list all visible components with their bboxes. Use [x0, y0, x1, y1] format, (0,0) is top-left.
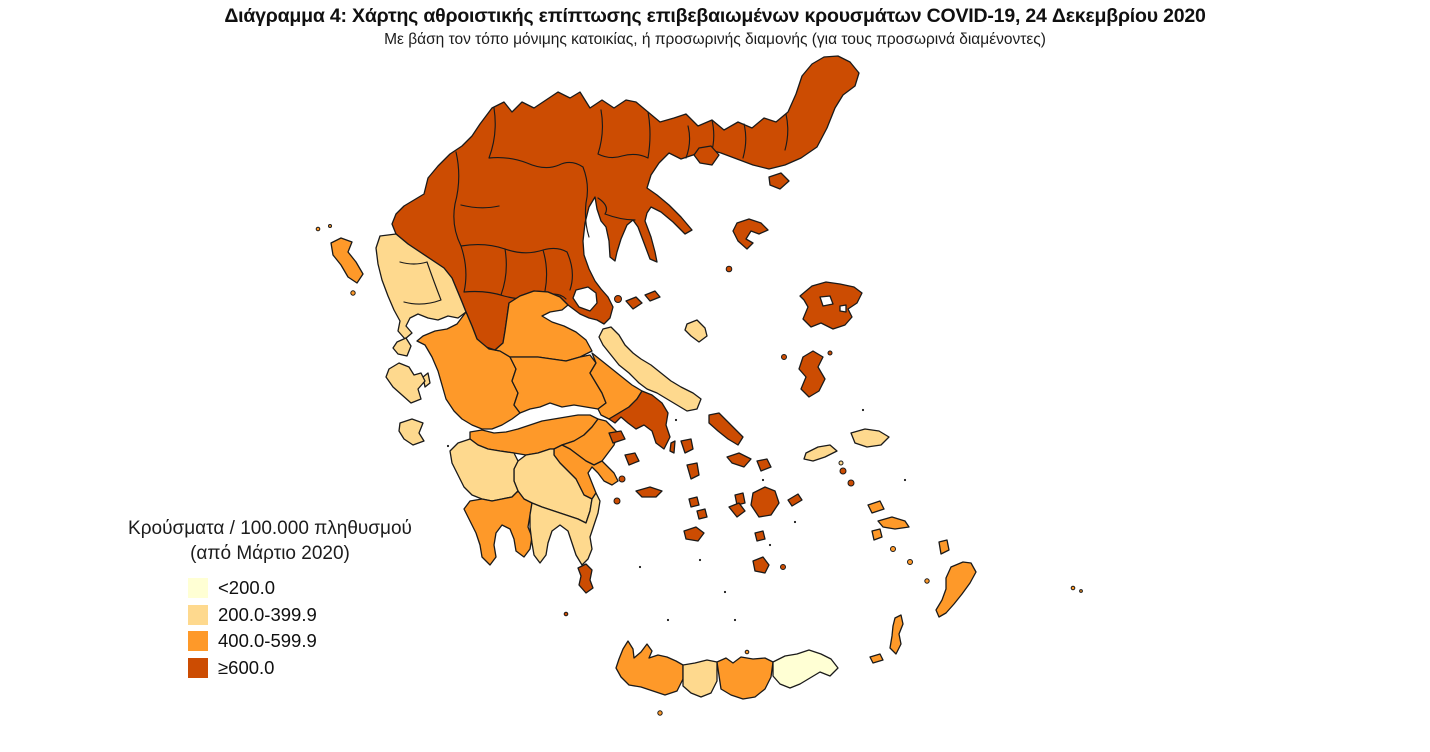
legend-item: 200.0-399.9 — [188, 602, 317, 629]
legend-label-class2: 200.0-399.9 — [218, 603, 317, 625]
region-lesbos — [799, 281, 863, 330]
region-tilos — [907, 559, 913, 565]
legend-title: Κρούσματα / 100.000 πληθυσμού (από Μάρτι… — [85, 517, 455, 566]
legend-title-line1: Κρούσματα / 100.000 πληθυσμού — [128, 518, 412, 539]
region-skiathos — [614, 295, 622, 303]
region-naxos — [750, 486, 780, 518]
region-crete-rethymno — [682, 659, 718, 698]
region-lefkada — [392, 337, 412, 357]
region-karpathos — [889, 614, 904, 655]
region-anafi — [780, 564, 786, 570]
figure-subtitle: Με βάση τον τόπο μόνιμης κατοικίας, ή πρ… — [384, 31, 1046, 48]
region-corfu — [330, 237, 364, 284]
region-kefalonia — [385, 362, 426, 404]
region-skopelos — [625, 296, 643, 310]
region-crete-heraklion — [716, 656, 774, 700]
region-crete-lasithi — [772, 649, 839, 689]
region-spetses — [613, 497, 621, 505]
region-mykonos — [756, 458, 772, 472]
figure-title: Διάγραμμα 4: Χάρτης αθροιστικής επίπτωση… — [224, 5, 1206, 27]
region-zakynthos — [398, 418, 425, 446]
region-tinos — [726, 452, 752, 468]
legend-swatch-class4 — [188, 658, 208, 679]
region-psara — [781, 354, 787, 360]
legend-swatch-class2 — [188, 604, 208, 625]
region-laconia — [529, 492, 601, 566]
region-serifos — [688, 496, 700, 508]
region-thasos — [693, 145, 720, 166]
region-kythnos — [686, 462, 700, 480]
region-skyros — [684, 319, 708, 343]
region-kastellorizo-islet — [1079, 589, 1083, 593]
region-sifnos — [696, 508, 708, 520]
region-limnos — [732, 218, 769, 250]
region-poros — [618, 475, 626, 483]
region-samos — [850, 428, 890, 448]
region-fourni — [838, 460, 844, 466]
region-hydra — [635, 486, 663, 498]
region-makronisos — [669, 440, 676, 454]
legend-item: 400.0-599.9 — [188, 628, 317, 655]
region-kastellorizo — [1070, 585, 1076, 591]
region-dia — [744, 649, 750, 655]
legend-label-class1: <200.0 — [218, 577, 276, 599]
legend-title-line2: (από Μάρτιο 2020) — [190, 542, 350, 564]
region-paros — [728, 502, 746, 518]
region-messinia — [463, 490, 533, 566]
legend-swatch-class3 — [188, 631, 208, 652]
region-milos — [683, 526, 705, 542]
islet-specks — [446, 408, 907, 622]
region-nw-coastal-band — [375, 233, 467, 340]
region-kasos — [869, 653, 884, 664]
region-ithaki — [422, 372, 431, 388]
region-kos — [877, 516, 910, 530]
region-patmos — [839, 467, 847, 475]
region-agios-efstratios — [725, 265, 733, 273]
legend: <200.0 200.0-399.9 400.0-599.9 ≥600.0 — [188, 575, 317, 681]
region-astypalea — [871, 528, 883, 541]
region-syros — [734, 492, 746, 506]
region-chios — [798, 350, 826, 398]
region-symi — [938, 539, 950, 555]
region-salamina — [608, 430, 626, 444]
legend-swatch-class1 — [188, 578, 208, 599]
region-attica — [608, 390, 671, 450]
region-phocis — [509, 354, 607, 414]
region-samothrace — [768, 172, 790, 190]
north-internal-borders — [453, 107, 789, 300]
legend-label-class3: 400.0-599.9 — [218, 630, 317, 652]
legend-label-class4: ≥600.0 — [218, 657, 275, 679]
region-chalki — [924, 578, 930, 584]
region-amorgos — [787, 493, 803, 507]
nw-band-internal-borders — [399, 261, 442, 305]
region-kea — [680, 438, 694, 454]
region-ikaria — [803, 444, 838, 462]
region-rhodes — [935, 561, 977, 618]
region-kalymnos — [867, 500, 885, 514]
region-crete-chania — [615, 640, 684, 696]
region-aegina — [624, 452, 640, 466]
region-nisyros — [890, 546, 896, 552]
region-paxoi — [350, 290, 356, 296]
legend-item: ≥600.0 — [188, 655, 317, 682]
region-gavdos — [657, 710, 663, 716]
region-euboea — [598, 326, 702, 412]
region-santorini — [752, 556, 770, 574]
region-erikousa — [328, 224, 332, 228]
region-kythira — [577, 563, 594, 594]
region-andros — [708, 412, 744, 446]
region-oinousses — [827, 350, 833, 356]
region-alonnisos — [644, 290, 661, 302]
region-antikythira — [563, 611, 569, 617]
legend-item: <200.0 — [188, 575, 317, 602]
region-othonoi — [315, 226, 321, 232]
region-ios — [754, 530, 766, 542]
region-leros — [847, 479, 855, 487]
